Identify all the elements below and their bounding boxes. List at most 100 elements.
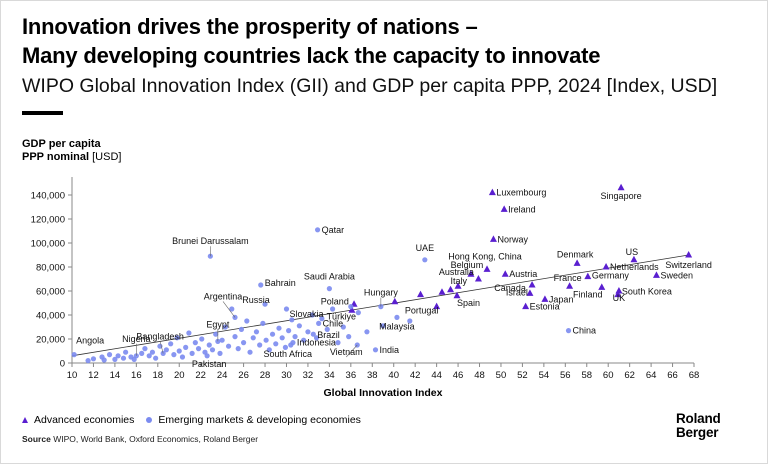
advanced-economy-point: [566, 282, 574, 289]
x-tick-label: 14: [110, 370, 121, 381]
emerging-economy-point: [131, 356, 137, 362]
point-label: Italy: [451, 276, 468, 286]
emerging-economy-point: [71, 352, 77, 358]
advanced-economy-point: [584, 272, 592, 280]
advanced-economy-point: [453, 291, 461, 299]
advanced-economy-point: [454, 282, 462, 289]
emerging-economy-point: [229, 306, 235, 312]
x-tick-label: 56: [560, 370, 571, 381]
emerging-economy-point: [279, 335, 285, 341]
emerging-economy-point: [260, 320, 266, 326]
emerging-economy-point: [301, 337, 307, 343]
emerging-economy-point: [106, 352, 113, 358]
point-label: Ireland: [508, 204, 536, 214]
emerging-economy-point: [422, 257, 428, 263]
point-label: Austria: [509, 269, 537, 279]
y-axis-label-unit: PPP nominal [USD]: [22, 151, 121, 163]
advanced-economy-point: [438, 288, 446, 295]
point-label: Hong Kong, China: [448, 251, 522, 261]
x-tick-label: 66: [667, 370, 678, 381]
advanced-economy-point: [602, 263, 610, 270]
point-label: Poland: [321, 297, 349, 307]
y-tick-label: 20,000: [36, 335, 65, 346]
emerging-economy-point: [235, 346, 241, 352]
emerging-economy-point: [326, 286, 332, 292]
point-label: US: [626, 247, 639, 257]
point-label: Brazil: [317, 330, 340, 340]
emerging-economy-point: [565, 328, 572, 334]
emerging-economy-point: [120, 355, 127, 361]
x-tick-label: 48: [474, 370, 485, 381]
advanced-economy-point: [573, 259, 581, 266]
y-tick-label: 60,000: [36, 287, 65, 298]
emerging-economy-point: [276, 325, 282, 331]
x-tick-label: 26: [238, 370, 249, 381]
point-label: China: [573, 326, 597, 336]
point-label: Spain: [457, 298, 480, 308]
y-tick-label: 120,000: [31, 215, 65, 226]
x-tick-label: 44: [431, 370, 442, 381]
emerging-economy-point: [335, 340, 341, 346]
point-label: Vietnam: [330, 347, 363, 357]
title-rule: [22, 111, 63, 115]
point-label: UAE: [416, 243, 435, 253]
emerging-economy-point: [195, 346, 202, 352]
point-label: Switzerland: [665, 260, 712, 270]
emerging-economy-point: [288, 342, 294, 348]
emerging-economy-point: [372, 347, 379, 353]
emerging-economy-point: [316, 320, 322, 326]
advanced-economy-point: [488, 188, 496, 196]
point-label: Bahrain: [265, 278, 296, 288]
x-tick-label: 54: [539, 370, 550, 381]
emerging-economy-point: [257, 342, 263, 348]
advanced-economy-point: [541, 295, 549, 302]
emerging-economy-point: [101, 357, 107, 363]
emerging-economy-point: [139, 350, 145, 356]
emerging-economy-point: [364, 329, 370, 335]
x-tick-label: 32: [303, 370, 314, 381]
legend-item-advanced: Advanced economies: [22, 414, 134, 426]
circle-marker-icon: [146, 417, 153, 423]
emerging-economy-point: [163, 347, 169, 353]
point-label: Japan: [549, 294, 574, 304]
emerging-economy-point: [142, 346, 148, 352]
y-tick-label: 40,000: [36, 311, 65, 322]
emerging-economy-point: [253, 329, 260, 335]
emerging-economy-point: [186, 330, 192, 336]
point-label: Malaysia: [379, 321, 415, 331]
advanced-economy-point: [348, 306, 356, 313]
emerging-economy-point: [199, 336, 205, 342]
y-tick-label: 140,000: [31, 191, 65, 202]
x-tick-label: 20: [174, 370, 185, 381]
advanced-economy-point: [489, 235, 497, 242]
point-label: Argentina: [204, 291, 243, 301]
emerging-economy-point: [329, 306, 336, 312]
advanced-economy-point: [474, 275, 482, 282]
emerging-economy-point: [217, 350, 223, 356]
legend-item-emerging: Emerging markets & developing economies: [146, 414, 361, 426]
point-label: Türkiye: [327, 312, 357, 322]
point-label: South Africa: [264, 349, 313, 359]
emerging-economy-point: [262, 301, 268, 307]
x-tick-label: 46: [453, 370, 464, 381]
emerging-economy-point: [407, 318, 413, 324]
emerging-economy-point: [112, 356, 118, 362]
advanced-economy-point: [500, 205, 508, 212]
legend-label-emerging: Emerging markets & developing economies: [158, 414, 361, 426]
emerging-economy-point: [225, 343, 232, 349]
emerging-economy-point: [324, 326, 330, 332]
emerging-economy-point: [282, 344, 289, 350]
advanced-economy-point: [685, 251, 693, 258]
y-axis-label: GDP per capita: [22, 138, 101, 150]
advanced-economy-point: [526, 289, 534, 296]
emerging-economy-point: [123, 349, 129, 355]
point-label: Angola: [76, 336, 104, 346]
point-label: Slovakia: [289, 309, 323, 319]
point-label: South Korea: [622, 287, 672, 297]
emerging-economy-point: [179, 354, 186, 360]
emerging-economy-point: [183, 344, 189, 350]
emerging-economy-point: [346, 334, 352, 340]
emerging-economy-point: [269, 331, 276, 337]
point-label: Norway: [497, 234, 528, 244]
